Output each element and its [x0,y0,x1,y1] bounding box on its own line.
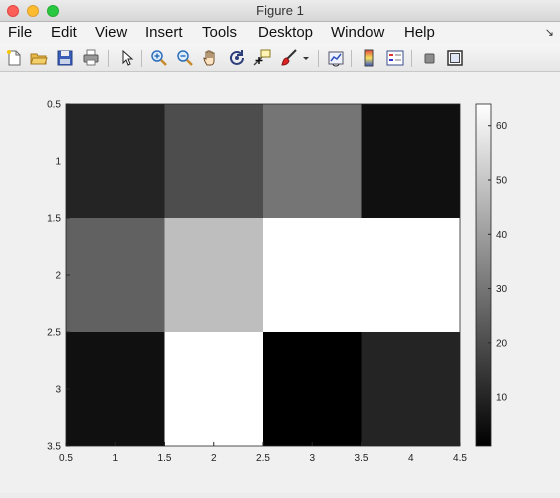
y-tick-label: 1.5 [47,214,61,225]
toolbar-separator [351,50,352,67]
hide-plot-tools-icon[interactable] [420,49,438,67]
window-title: Figure 1 [256,3,304,18]
menu-file[interactable]: File [8,24,33,41]
minimize-window-button[interactable] [27,5,39,17]
heatmap-cell-r3-c3 [263,332,362,446]
x-tick-label: 0.5 [59,453,73,464]
heatmap-cell-r2-c3 [263,218,362,332]
y-tick-label: 2.5 [47,328,61,339]
link-plot-icon[interactable] [327,49,345,67]
heatmap-cell-r2-c1 [66,218,165,332]
colorbar[interactable] [475,103,492,447]
x-tick-label: 4 [408,453,414,464]
brush-dropdown-icon[interactable] [300,49,312,67]
colorbar-tick-label: 30 [496,284,508,295]
y-tick-label: 2 [55,271,61,282]
title-bar[interactable]: Figure 1 [0,0,560,22]
toolbar [0,44,560,72]
colorbar-tick-label: 50 [496,176,508,187]
zoom-in-icon[interactable] [150,49,168,67]
menu-overflow-icon[interactable]: ↘ [544,27,554,39]
menu-insert[interactable]: Insert [145,24,183,41]
heatmap-cell-r3-c1 [66,332,165,446]
print-icon[interactable] [82,49,100,67]
heatmap-cell-r1-c2 [164,104,263,218]
data-cursor-icon[interactable] [253,49,271,67]
x-tick-label: 1.5 [158,453,172,464]
x-tick-label: 4.5 [453,453,467,464]
save-icon[interactable] [56,49,74,67]
menu-bar: File Edit View Insert Tools Desktop Wind… [0,22,560,44]
x-tick-label: 1 [112,453,118,464]
heatmap-cell-r3-c2 [164,332,263,446]
y-tick-label: 0.5 [47,100,61,111]
heatmap-chart[interactable]: 0.5 1 1.5 2 2.5 3 3.5 4 4.5 0.5 1 1.5 2 2.5 3 3.5 10 20… [0,73,560,493]
menu-view[interactable]: View [95,24,128,41]
menu-edit[interactable]: Edit [51,24,77,41]
colorbar-tick-label: 20 [496,338,508,349]
toolbar-separator [141,50,142,67]
colorbar-tick-label: 40 [496,230,508,241]
heatmap-cell-r2-c2 [164,218,263,332]
x-tick-label: 3.5 [355,453,369,464]
heatmap-cell-r1-c1 [66,104,165,218]
figure-canvas[interactable]: 0.5 1 1.5 2 2.5 3 3.5 4 4.5 0.5 1 1.5 2 2.5 3 3.5 10 20… [0,73,560,493]
legend-icon[interactable] [386,49,404,67]
heatmap-cell-r1-c4 [361,104,460,218]
heatmap-cell-r3-c4 [361,332,460,446]
x-tick-label: 3 [309,453,315,464]
heatmap-cell-r2-c4 [361,218,460,332]
pan-hand-icon[interactable] [202,49,220,67]
menu-desktop[interactable]: Desktop [258,24,314,41]
toolbar-separator [108,50,109,67]
colorbar-tick-label: 10 [496,393,508,404]
y-tick-label: 3 [55,385,61,396]
heatmap-cell-r1-c3 [263,104,362,218]
toolbar-separator [318,50,319,67]
colorbar-tick-label: 60 [496,121,508,132]
x-tick-label: 2.5 [256,453,270,464]
pointer-icon[interactable] [118,49,136,67]
show-plot-tools-icon[interactable] [446,49,464,67]
zoom-window-button[interactable] [47,5,59,17]
open-file-icon[interactable] [30,49,48,67]
menu-tools[interactable]: Tools [202,24,238,41]
close-window-button[interactable] [7,5,19,17]
rotate-3d-icon[interactable] [228,49,246,67]
x-tick-label: 2 [211,453,217,464]
brush-icon[interactable] [280,49,298,67]
zoom-out-icon[interactable] [176,49,194,67]
colorbar-icon[interactable] [360,49,378,67]
menu-help[interactable]: Help [404,24,435,41]
new-figure-icon[interactable] [5,49,23,67]
y-tick-label: 1 [55,157,61,168]
menu-window[interactable]: Window [331,24,385,41]
y-tick-label: 3.5 [47,442,61,453]
toolbar-separator [411,50,412,67]
